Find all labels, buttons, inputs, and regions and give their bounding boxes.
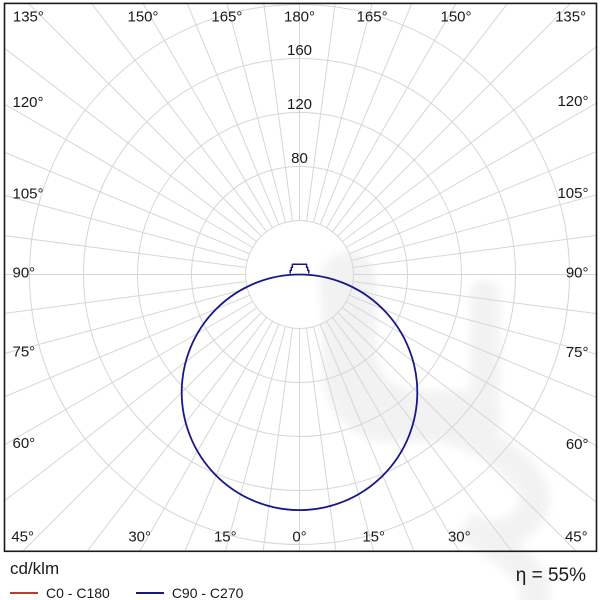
- svg-text:160: 160: [287, 42, 312, 59]
- svg-text:135°: 135°: [555, 8, 586, 25]
- svg-text:0°: 0°: [292, 528, 306, 545]
- svg-text:15°: 15°: [362, 528, 385, 545]
- svg-text:165°: 165°: [211, 8, 242, 25]
- svg-text:120: 120: [287, 96, 312, 113]
- svg-text:15°: 15°: [214, 528, 237, 545]
- svg-text:165°: 165°: [357, 8, 388, 25]
- svg-text:90°: 90°: [566, 265, 589, 282]
- svg-text:30°: 30°: [448, 528, 471, 545]
- svg-text:120°: 120°: [13, 94, 44, 111]
- svg-text:75°: 75°: [13, 344, 36, 361]
- svg-text:45°: 45°: [11, 528, 34, 545]
- svg-text:75°: 75°: [566, 344, 589, 361]
- svg-text:60°: 60°: [13, 435, 36, 452]
- svg-text:105°: 105°: [557, 185, 588, 202]
- svg-text:105°: 105°: [13, 186, 44, 203]
- svg-text:120°: 120°: [557, 93, 588, 110]
- svg-text:90°: 90°: [13, 265, 36, 282]
- svg-text:60°: 60°: [566, 436, 589, 453]
- svg-text:150°: 150°: [440, 8, 471, 25]
- svg-text:135°: 135°: [13, 8, 44, 25]
- svg-text:150°: 150°: [127, 8, 158, 25]
- svg-text:180°: 180°: [284, 8, 315, 25]
- svg-text:45°: 45°: [565, 528, 588, 545]
- svg-text:30°: 30°: [128, 528, 151, 545]
- svg-text:80: 80: [291, 150, 308, 167]
